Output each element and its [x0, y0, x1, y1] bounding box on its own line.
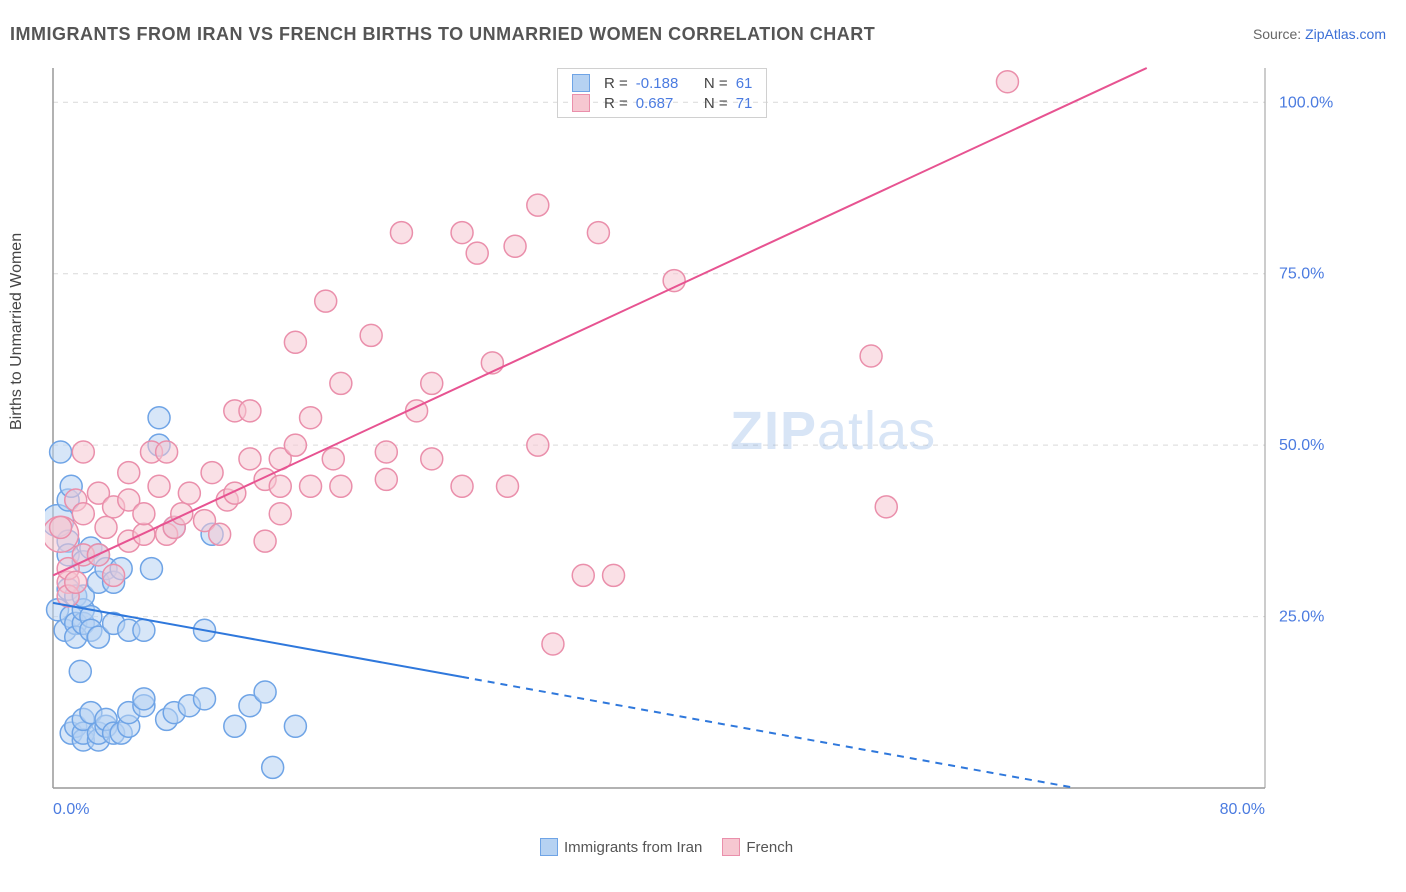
data-point-french: [156, 441, 178, 463]
y-tick-label: 75.0%: [1279, 266, 1324, 283]
data-point-french: [148, 475, 170, 497]
y-tick-label: 100.0%: [1279, 94, 1333, 111]
legend-R-label: R =: [604, 95, 628, 112]
data-point-french: [300, 407, 322, 429]
bottom-legend-label: Immigrants from Iran: [564, 839, 702, 856]
data-point-french: [284, 331, 306, 353]
data-point-french: [451, 475, 473, 497]
data-point-french: [269, 475, 291, 497]
data-point-french: [375, 468, 397, 490]
data-point-french: [375, 441, 397, 463]
watermark: ZIPatlas: [730, 400, 936, 462]
y-tick-label: 50.0%: [1279, 437, 1324, 454]
data-point-iran: [50, 441, 72, 463]
data-point-french: [527, 194, 549, 216]
x-tick-label: 80.0%: [1220, 801, 1265, 818]
data-point-french: [330, 475, 352, 497]
y-axis-label: Births to Unmarried Women: [8, 233, 26, 430]
data-point-french: [72, 503, 94, 525]
data-point-iran: [140, 558, 162, 580]
data-point-iran: [69, 660, 91, 682]
stats-legend-row-iran: R = -0.188 N = 61: [572, 74, 752, 92]
data-point-french: [330, 372, 352, 394]
data-point-french: [224, 482, 246, 504]
chart-title: IMMIGRANTS FROM IRAN VS FRENCH BIRTHS TO…: [10, 24, 875, 45]
data-point-iran: [284, 715, 306, 737]
data-point-french: [860, 345, 882, 367]
x-tick-label: 0.0%: [53, 801, 89, 818]
legend-R-label: R =: [604, 75, 628, 92]
source-link[interactable]: ZipAtlas.com: [1305, 26, 1386, 42]
data-point-french: [50, 516, 72, 538]
data-point-iran: [148, 407, 170, 429]
data-point-french: [504, 235, 526, 257]
data-point-french: [254, 530, 276, 552]
bottom-legend-swatch: [540, 838, 558, 856]
data-point-french: [322, 448, 344, 470]
bottom-legend-item: Immigrants from Iran: [540, 838, 702, 856]
chart-container: IMMIGRANTS FROM IRAN VS FRENCH BIRTHS TO…: [0, 0, 1406, 892]
data-point-french: [603, 564, 625, 586]
data-point-french: [542, 633, 564, 655]
data-point-iran: [262, 756, 284, 778]
data-point-french: [572, 564, 594, 586]
data-point-iran: [254, 681, 276, 703]
data-point-french: [201, 462, 223, 484]
legend-N-label: N =: [700, 95, 728, 112]
legend-R-value-iran: -0.188: [636, 75, 692, 92]
data-point-french: [178, 482, 200, 504]
bottom-legend: Immigrants from Iran French: [540, 838, 793, 856]
data-point-french: [421, 372, 443, 394]
data-point-french: [315, 290, 337, 312]
legend-R-value-french: 0.687: [636, 95, 692, 112]
data-point-iran: [194, 688, 216, 710]
source-attribution: Source: ZipAtlas.com: [1253, 26, 1386, 42]
data-point-french: [239, 448, 261, 470]
data-point-french: [587, 222, 609, 244]
data-point-iran: [133, 619, 155, 641]
stats-legend: R = -0.188 N = 61R = 0.687 N = 71: [557, 68, 767, 118]
data-point-french: [72, 441, 94, 463]
data-point-iran: [224, 715, 246, 737]
data-point-french: [284, 434, 306, 456]
data-point-french: [360, 324, 382, 346]
data-point-french: [421, 448, 443, 470]
data-point-french: [300, 475, 322, 497]
data-point-french: [209, 523, 231, 545]
trend-line-french: [53, 68, 1147, 575]
legend-swatch-iran: [572, 74, 590, 92]
data-point-iran: [133, 688, 155, 710]
bottom-legend-item: French: [722, 838, 793, 856]
watermark-atlas: atlas: [817, 401, 936, 461]
data-point-french: [95, 516, 117, 538]
data-point-french: [239, 400, 261, 422]
chart-svg: 25.0% 50.0% 75.0% 100.0% 0.0% 80.0%: [45, 64, 1345, 828]
data-point-french: [497, 475, 519, 497]
watermark-zip: ZIP: [730, 401, 817, 461]
stats-legend-row-french: R = 0.687 N = 71: [572, 94, 752, 112]
source-label: Source:: [1253, 26, 1305, 42]
data-point-french: [171, 503, 193, 525]
data-point-french: [875, 496, 897, 518]
data-point-french: [133, 503, 155, 525]
legend-N-label: N =: [700, 75, 728, 92]
data-point-french: [390, 222, 412, 244]
bottom-legend-swatch: [722, 838, 740, 856]
legend-swatch-french: [572, 94, 590, 112]
y-tick-label: 25.0%: [1279, 609, 1324, 626]
data-point-french: [65, 571, 87, 593]
plot-area: 25.0% 50.0% 75.0% 100.0% 0.0% 80.0%: [45, 64, 1345, 828]
data-point-french: [118, 462, 140, 484]
trend-line-iran: [53, 603, 462, 677]
data-point-french: [269, 503, 291, 525]
data-point-french: [466, 242, 488, 264]
data-point-french: [527, 434, 549, 456]
legend-N-value-french: 71: [736, 95, 753, 112]
data-point-french: [451, 222, 473, 244]
trend-line-dashed-iran: [462, 677, 1076, 788]
legend-N-value-iran: 61: [736, 75, 753, 92]
bottom-legend-label: French: [746, 839, 793, 856]
data-point-french: [996, 71, 1018, 93]
data-point-french: [103, 564, 125, 586]
